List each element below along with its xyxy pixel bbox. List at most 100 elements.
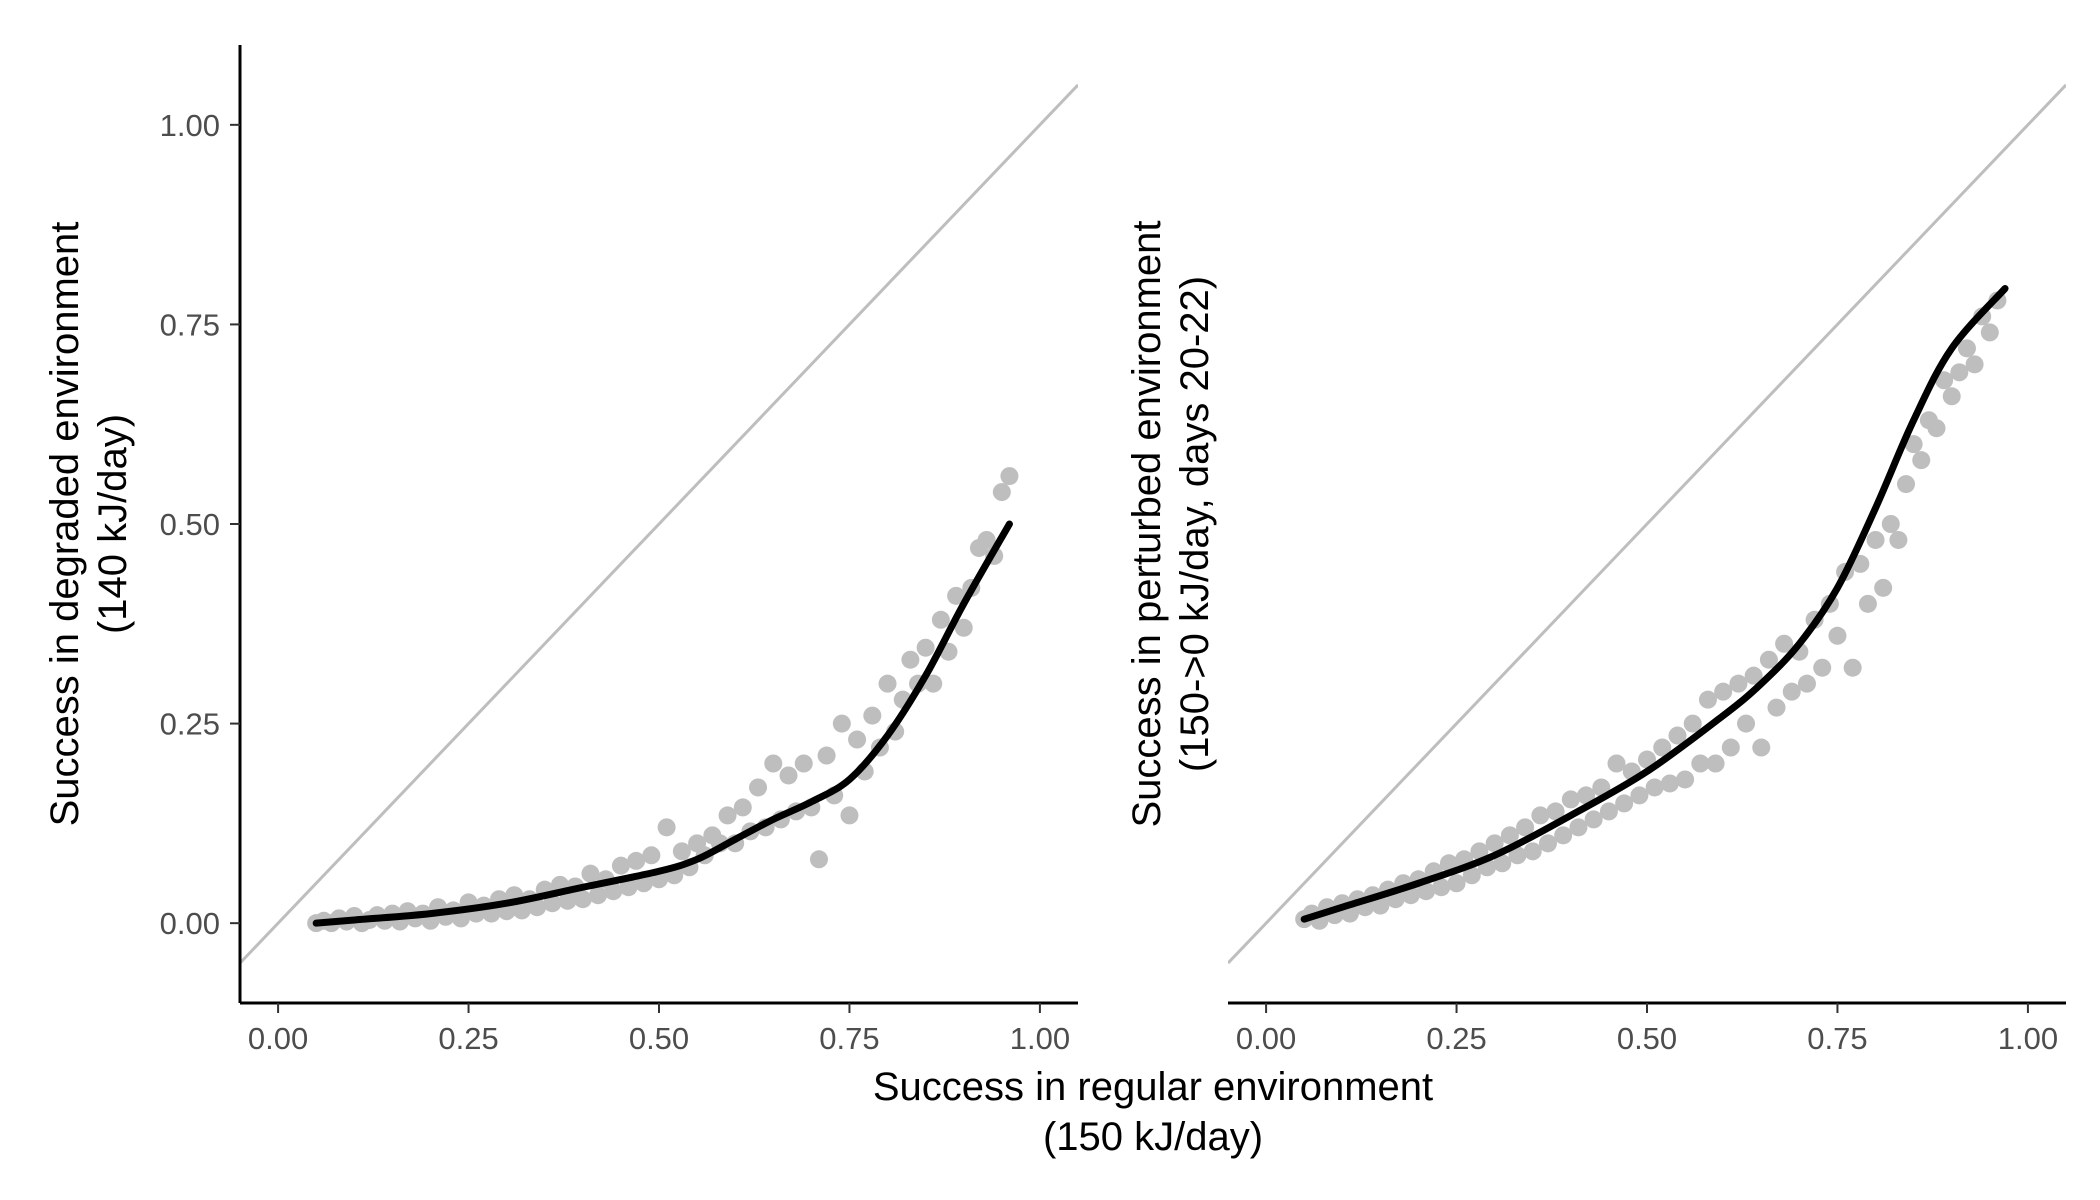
data-point [1676,770,1695,789]
data-point [764,754,783,773]
data-point [863,706,882,725]
identity-line [1228,83,2066,965]
y-axis-title-line: Success in degraded environment [43,222,87,827]
data-point [947,586,966,605]
x-tick-label: 0.00 [1236,1021,1296,1056]
data-point [1714,682,1733,701]
data-point [1546,802,1565,821]
data-point [1759,650,1778,669]
data-point [1752,738,1771,757]
data-point [1645,778,1664,797]
data-point [1668,726,1687,745]
data-point [977,530,996,549]
data-point [1706,754,1725,773]
data-point [1889,530,1908,549]
data-point [1493,854,1512,873]
data-point [1874,578,1893,597]
x-tick-label: 0.25 [1426,1021,1486,1056]
data-point [1828,626,1847,645]
y-axis-title-line: (150->0 kJ/day, days 20-22) [1173,276,1217,772]
data-point [1843,658,1862,677]
data-point [1531,806,1550,825]
x-tick-label: 0.00 [248,1021,308,1056]
data-point [1942,387,1961,406]
x-tick-label: 0.50 [629,1021,689,1056]
data-point [1516,818,1535,837]
data-point [1569,818,1588,837]
x-tick-label: 0.25 [438,1021,498,1056]
data-point [1599,802,1618,821]
x-axis-title: Success in regular environment (150 kJ/da… [873,1065,1433,1159]
data-point [817,746,836,765]
y-axis-title: Success in degraded environment (140 kJ/d… [43,222,135,827]
data-point [1485,834,1504,853]
data-point [1957,339,1976,358]
data-point [992,483,1011,502]
data-point [1683,714,1702,733]
x-tick-label: 0.75 [1807,1021,1867,1056]
data-point [1523,842,1542,861]
x-tick-label: 1.00 [1998,1021,2058,1056]
data-point [1935,371,1954,390]
panel-1: 0.00 0.25 0.50 0.75 1.00 0.00 0.25 0.50 0.75 1.00… [43,45,1078,1056]
smooth-curve [312,520,1013,927]
data-point [642,846,661,865]
panel-2: 0.00 0.25 0.50 0.75 1.00 Success in perturbed… [1125,83,2066,1056]
data-point [1767,698,1786,717]
y-axis-title-line: Success in perturbed environment [1125,221,1169,828]
data-point [1432,878,1451,897]
data-point [573,890,592,909]
data-point [1538,834,1557,853]
x-axis-title-line: (150 kJ/day) [1043,1115,1263,1159]
data-point [832,714,851,733]
data-point [657,818,676,837]
x-tick-label: 0.50 [1617,1021,1677,1056]
data-point [1858,594,1877,613]
data-point [1897,475,1916,494]
data-point [1371,896,1390,915]
data-point [581,864,600,883]
data-point [543,894,562,913]
y-tick-label: 0.00 [160,906,220,941]
data-point [1584,810,1603,829]
data-point [794,754,813,773]
data-point [672,842,691,861]
data-point [528,898,547,917]
data-point [1638,750,1656,769]
data-point [1698,690,1717,709]
data-point [1462,866,1481,885]
data-point [619,878,638,897]
data-point [1965,355,1984,374]
x-axis-title-line: Success in regular environment [873,1065,1433,1109]
data-point [1000,467,1019,486]
x-tick-label: 0.75 [819,1021,879,1056]
y-tick-label: 0.50 [160,507,220,542]
data-point [1561,790,1580,809]
data-point [1508,846,1527,865]
data-point [1851,554,1870,573]
data-point [1881,515,1900,533]
data-point [954,618,973,637]
data-point [1607,754,1626,773]
data-point [1797,674,1816,693]
data-point [1729,674,1748,693]
data-point [1470,842,1489,861]
data-point [604,882,623,901]
data-point [589,886,608,905]
data-point [1630,786,1649,805]
x-tick-label: 1.00 [1010,1021,1070,1056]
data-point [1592,778,1611,797]
y-tick-label: 1.00 [160,108,220,143]
data-point [1721,738,1740,757]
data-point [718,806,737,825]
data-point [1904,435,1923,454]
data-point [779,766,798,785]
data-point [1653,738,1672,757]
y-tick-label: 0.75 [160,307,220,342]
data-point [611,856,630,875]
data-point [1500,826,1519,845]
data-point [627,851,646,870]
data-point [749,778,768,797]
data-point [1866,530,1885,549]
data-point [1813,658,1832,677]
